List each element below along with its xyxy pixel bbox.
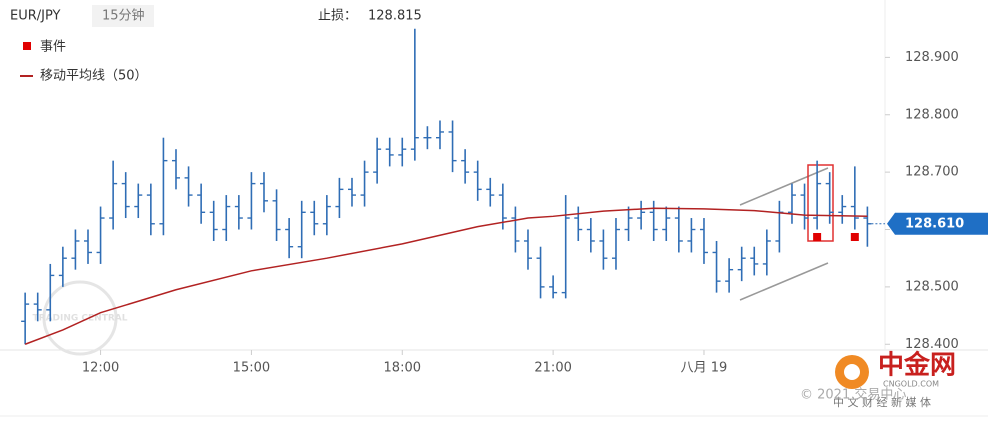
x-tick-label: 12:00	[82, 361, 119, 376]
y-tick-label: 128.700	[905, 165, 959, 180]
interval: 15分钟	[102, 8, 145, 24]
x-tick-label: 21:00	[534, 361, 571, 376]
x-tick-label: 15:00	[233, 361, 270, 376]
x-tick-label: 八月 19	[681, 361, 728, 376]
event-marker	[850, 233, 859, 241]
watermark: TRADING CENTRAL	[33, 280, 128, 356]
legend-event: 事件	[40, 40, 66, 55]
moving-average	[24, 207, 868, 345]
y-tick-label: 128.400	[905, 337, 959, 352]
stop-value: 128.815	[368, 9, 422, 24]
channel-upper	[739, 167, 829, 206]
event-marker	[813, 233, 822, 241]
legend-event-swatch	[23, 42, 31, 50]
stop-label: 止损：	[318, 9, 357, 24]
last-price-tag	[887, 212, 988, 235]
y-tick-label: 128.900	[905, 50, 959, 65]
copyright: © 2021 交易中心	[800, 387, 906, 403]
channel-lower	[739, 262, 829, 301]
y-tick-label: 128.500	[905, 279, 959, 294]
x-tick-label: 18:00	[384, 361, 421, 376]
last-price-label: 128.610	[905, 216, 964, 231]
brand: 中金网 CNGOLD.COM 中 文 财 经 新 媒 体	[833, 350, 956, 410]
legend-ma: 移动平均线（50）	[40, 69, 148, 84]
interval-box	[92, 5, 154, 27]
brand-url: CNGOLD.COM	[883, 380, 939, 389]
brand-name: 中金网	[878, 350, 956, 381]
y-tick-label: 128.800	[905, 107, 959, 122]
watermark-text: TRADING CENTRAL	[33, 314, 128, 324]
brand-logo-inner	[844, 364, 860, 380]
symbol: EUR/JPY	[10, 9, 61, 24]
brand-slogan: 中 文 财 经 新 媒 体	[833, 395, 931, 409]
